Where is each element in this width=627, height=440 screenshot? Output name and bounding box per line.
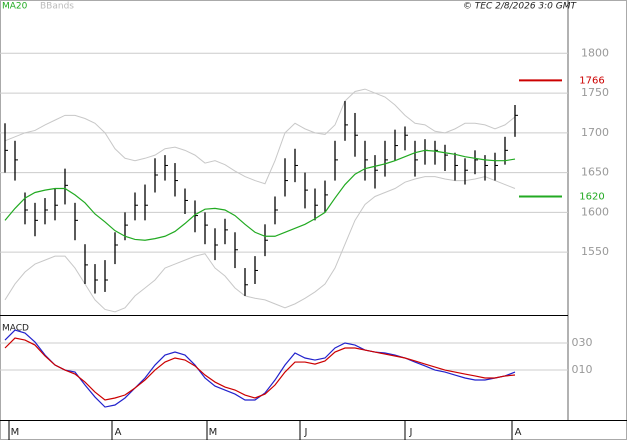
x-tick-label: A <box>515 427 522 438</box>
x-tick-label: A <box>115 427 122 438</box>
macd-title: MACD <box>2 324 29 334</box>
y-tick-label: 1800 <box>581 46 609 59</box>
x-tick-label: J <box>409 427 413 438</box>
timestamp: © TEC 2/8/2026 3:0 GMT <box>463 2 578 12</box>
y-tick-label: 1550 <box>581 245 609 258</box>
y-tick-label: 010 <box>572 363 593 376</box>
y-tick-label: 1650 <box>581 166 609 179</box>
legend-ma20: MA20 <box>2 2 28 12</box>
y-tick-label: 030 <box>572 336 593 349</box>
ma-line <box>4 149 516 241</box>
y-tick-label: 1750 <box>581 86 609 99</box>
bband-lower <box>4 176 516 313</box>
x-tick-label: M <box>11 427 20 438</box>
y-tick-label: 1700 <box>581 126 609 139</box>
level-label: 1766 <box>579 75 604 86</box>
x-tick-label: M <box>209 427 218 438</box>
x-tick-label: J <box>304 427 308 438</box>
bband-upper <box>4 88 516 185</box>
level-label: 1620 <box>579 191 604 202</box>
macd-line <box>4 337 516 401</box>
legend-bbands: BBands <box>40 2 74 12</box>
y-tick-label: 1600 <box>581 205 609 218</box>
